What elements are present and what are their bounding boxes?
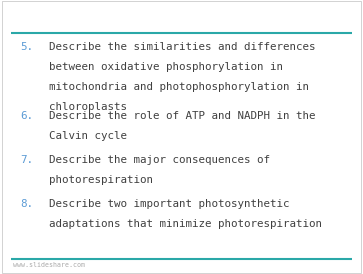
- Text: Describe the role of ATP and NADPH in the: Describe the role of ATP and NADPH in th…: [49, 111, 315, 121]
- Text: mitochondria and photophosphorylation in: mitochondria and photophosphorylation in: [49, 82, 309, 92]
- Text: 8.: 8.: [20, 199, 33, 209]
- Text: Describe two important photosynthetic: Describe two important photosynthetic: [49, 199, 290, 209]
- Text: Calvin cycle: Calvin cycle: [49, 131, 127, 141]
- Text: Describe the major consequences of: Describe the major consequences of: [49, 155, 270, 165]
- Text: 7.: 7.: [20, 155, 33, 165]
- Text: between oxidative phosphorylation in: between oxidative phosphorylation in: [49, 62, 283, 72]
- Text: adaptations that minimize photorespiration: adaptations that minimize photorespirati…: [49, 219, 322, 229]
- Text: 5.: 5.: [20, 42, 33, 52]
- Text: www.slideshare.com: www.slideshare.com: [13, 262, 85, 268]
- Text: chloroplasts: chloroplasts: [49, 102, 127, 112]
- Text: photorespiration: photorespiration: [49, 175, 153, 185]
- Text: Describe the similarities and differences: Describe the similarities and difference…: [49, 42, 315, 52]
- Text: 6.: 6.: [20, 111, 33, 121]
